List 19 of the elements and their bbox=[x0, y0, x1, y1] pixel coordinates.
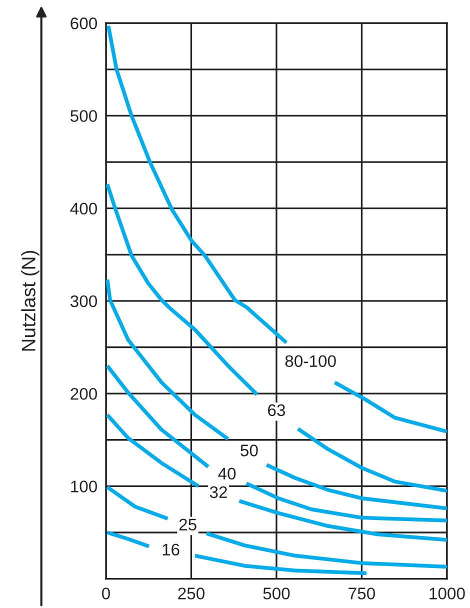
y-tick-label: 600 bbox=[70, 18, 98, 30]
y-axis-title: Nutzlast (N) bbox=[21, 250, 40, 351]
series-label: 25 bbox=[179, 518, 196, 530]
x-tick-label: 250 bbox=[178, 588, 204, 600]
x-tick-label: 1000 bbox=[430, 588, 465, 600]
series-label: 32 bbox=[210, 486, 227, 498]
y-tick-label: 400 bbox=[70, 202, 98, 215]
series-label: 63 bbox=[268, 404, 286, 416]
y-tick-label: 100 bbox=[71, 480, 98, 492]
x-tick-label: 750 bbox=[348, 588, 375, 600]
series-label: 40 bbox=[218, 468, 236, 480]
x-tick-label: 500 bbox=[263, 588, 290, 600]
y-tick-label: 500 bbox=[70, 110, 98, 122]
x-tick-label: 0 bbox=[102, 588, 110, 600]
y-tick-label: 300 bbox=[70, 295, 98, 308]
series-label: 16 bbox=[162, 544, 180, 556]
y-tick-label: 200 bbox=[70, 388, 98, 400]
series-label: 80-100 bbox=[285, 355, 336, 368]
series-label: 50 bbox=[240, 444, 258, 456]
